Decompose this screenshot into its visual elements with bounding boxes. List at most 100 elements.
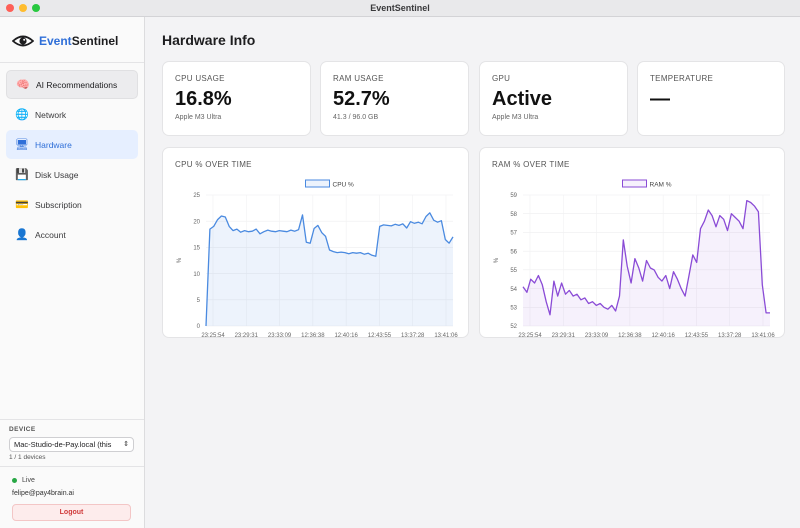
y-tick-label: 56 bbox=[510, 249, 517, 255]
stat-value: 52.7% bbox=[333, 88, 390, 110]
x-tick-label: 23:29:31 bbox=[235, 333, 259, 339]
user-icon: 👤 bbox=[15, 229, 29, 241]
stat-value: 16.8% bbox=[175, 88, 232, 110]
stat-label: CPU USAGE bbox=[175, 74, 225, 83]
x-tick-label: 23:25:54 bbox=[518, 333, 542, 339]
legend-label: CPU % bbox=[333, 182, 355, 189]
legend-swatch bbox=[305, 179, 330, 188]
y-tick-label: 55 bbox=[510, 268, 517, 274]
x-tick-label: 12:43:55 bbox=[685, 333, 709, 339]
credit-card-icon: 💳 bbox=[15, 199, 29, 211]
chart-title: CPU % OVER TIME bbox=[175, 160, 252, 169]
y-axis-label: % bbox=[494, 257, 500, 263]
user-email: felipe@pay4brain.ai bbox=[12, 490, 74, 497]
y-tick-label: 25 bbox=[193, 193, 200, 199]
maximize-window-button[interactable] bbox=[32, 4, 40, 12]
sidebar-item-ai-recommendations[interactable]: 🧠 AI Recommendations bbox=[6, 70, 138, 99]
y-tick-label: 5 bbox=[197, 298, 201, 304]
sidebar-item-account[interactable]: 👤 Account bbox=[6, 220, 138, 249]
y-tick-label: 10 bbox=[193, 272, 200, 278]
stat-subtext: 41.3 / 96.0 GB bbox=[333, 114, 379, 121]
y-tick-label: 0 bbox=[197, 324, 201, 330]
x-tick-label: 13:37:28 bbox=[718, 333, 742, 339]
divider bbox=[0, 419, 144, 420]
y-tick-label: 15 bbox=[193, 246, 200, 252]
live-status: Live bbox=[12, 477, 35, 484]
cpu-usage-card: CPU USAGE 16.8% Apple M3 Ultra bbox=[162, 61, 311, 136]
gpu-card: GPU Active Apple M3 Ultra bbox=[479, 61, 628, 136]
stat-label: TEMPERATURE bbox=[650, 74, 714, 83]
cpu-area bbox=[206, 212, 453, 326]
window-title: EventSentinel bbox=[370, 3, 430, 13]
sidebar-item-subscription[interactable]: 💳 Subscription bbox=[6, 190, 138, 219]
logout-button[interactable]: Logout bbox=[12, 504, 131, 521]
minimize-window-button[interactable] bbox=[19, 4, 27, 12]
live-status-dot-icon bbox=[12, 478, 17, 483]
globe-icon: 🌐 bbox=[15, 109, 29, 121]
chart-title: RAM % OVER TIME bbox=[492, 160, 570, 169]
window-titlebar: EventSentinel bbox=[0, 0, 800, 17]
ram-chart-card: RAM % OVER TIME 52 53 54 55 56 57 58 59 23:25:54… bbox=[479, 147, 785, 339]
sidebar-item-network[interactable]: 🌐 Network bbox=[6, 100, 138, 129]
ram-series-line bbox=[522, 199, 770, 316]
device-select[interactable]: Mac-Studio-de-Pay.local (this ⇕ bbox=[9, 437, 134, 452]
stat-value: Active bbox=[492, 88, 553, 110]
legend-swatch bbox=[622, 179, 647, 188]
sidebar-item-hardware[interactable]: 🖥 Hardware bbox=[6, 130, 138, 159]
main-content: Hardware Info CPU USAGE 16.8% Apple M3 U… bbox=[145, 17, 800, 528]
sidebar-item-label: Account bbox=[35, 229, 66, 240]
x-tick-label: 23:33:09 bbox=[268, 333, 292, 339]
ram-line-chart: 52 53 54 55 56 57 58 59 23:25:54 23:29:31 23:33:09… bbox=[494, 179, 775, 339]
brand-logo: EventSentinel bbox=[12, 31, 118, 51]
sidebar-item-label: AI Recommendations bbox=[36, 79, 118, 90]
close-window-button[interactable] bbox=[6, 4, 14, 12]
y-tick-label: 52 bbox=[510, 324, 517, 330]
y-tick-label: 53 bbox=[510, 305, 517, 311]
x-tick-label: 13:41:06 bbox=[751, 333, 775, 339]
x-tick-label: 23:29:31 bbox=[552, 333, 576, 339]
x-tick-label: 23:33:09 bbox=[585, 333, 609, 339]
stat-label: RAM USAGE bbox=[333, 74, 384, 83]
y-tick-label: 58 bbox=[510, 212, 517, 218]
y-tick-label: 57 bbox=[510, 231, 517, 237]
x-tick-label: 12:43:55 bbox=[368, 333, 392, 339]
sidebar-item-label: Disk Usage bbox=[35, 169, 79, 180]
monitor-icon: 🖥 bbox=[15, 139, 29, 151]
divider bbox=[0, 466, 144, 467]
temperature-card: TEMPERATURE — bbox=[637, 61, 785, 136]
y-axis-label: % bbox=[177, 257, 183, 263]
sidebar-item-label: Subscription bbox=[35, 199, 82, 210]
chevron-up-down-icon: ⇕ bbox=[123, 441, 129, 448]
stat-value: — bbox=[650, 88, 670, 110]
cpu-chart-card: CPU % OVER TIME 0 5 10 15 20 25 23:25:54 23:29:… bbox=[162, 147, 469, 339]
device-label: DEVICE bbox=[9, 426, 36, 433]
sidebar-item-label: Hardware bbox=[35, 139, 72, 150]
live-status-label: Live bbox=[22, 477, 35, 484]
sidebar-item-disk-usage[interactable]: 💾 Disk Usage bbox=[6, 160, 138, 189]
brand-name: EventSentinel bbox=[39, 34, 119, 48]
ram-usage-card: RAM USAGE 52.7% 41.3 / 96.0 GB bbox=[320, 61, 469, 136]
stat-subtext: Apple M3 Ultra bbox=[492, 114, 539, 121]
x-tick-label: 12:40:16 bbox=[651, 333, 675, 339]
x-tick-label: 12:36:38 bbox=[301, 333, 325, 339]
y-tick-label: 54 bbox=[510, 287, 517, 293]
sidebar-item-label: Network bbox=[35, 109, 67, 120]
x-tick-label: 23:25:54 bbox=[201, 333, 225, 339]
stat-label: GPU bbox=[492, 74, 511, 83]
legend-label: RAM % bbox=[650, 182, 672, 189]
x-tick-label: 13:41:06 bbox=[434, 333, 458, 339]
floppy-disk-icon: 💾 bbox=[15, 169, 29, 181]
device-select-value: Mac-Studio-de-Pay.local (this bbox=[14, 440, 112, 449]
x-tick-label: 13:37:28 bbox=[401, 333, 425, 339]
sidebar: EventSentinel 🧠 AI Recommendations 🌐 Net… bbox=[0, 17, 145, 528]
brain-icon: 🧠 bbox=[16, 79, 30, 91]
eye-logo-icon bbox=[12, 35, 34, 47]
sidebar-nav: 🧠 AI Recommendations 🌐 Network 🖥 Hardwar… bbox=[6, 70, 138, 250]
divider bbox=[0, 62, 144, 63]
y-tick-label: 20 bbox=[193, 219, 200, 225]
device-count: 1 / 1 devices bbox=[9, 454, 46, 461]
x-tick-label: 12:36:38 bbox=[618, 333, 642, 339]
y-tick-label: 59 bbox=[510, 193, 517, 199]
cpu-line-chart: 0 5 10 15 20 25 23:25:54 23:29:31 23:33:09 12:36:… bbox=[177, 179, 458, 339]
cpu-series-line bbox=[205, 212, 454, 327]
